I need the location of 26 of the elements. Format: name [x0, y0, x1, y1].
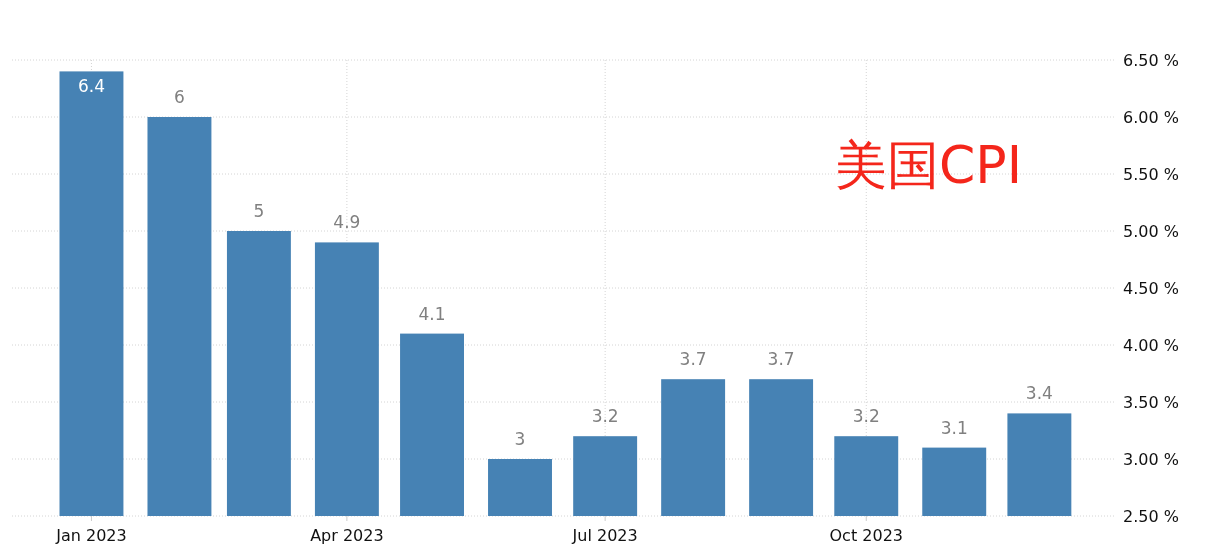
data-label: 3.1	[940, 417, 968, 438]
x-tick-label: Jul 2023	[571, 526, 638, 545]
data-label: 6.4	[77, 76, 105, 97]
y-tick-label: 6.50 %	[1123, 51, 1179, 70]
data-label: 3.2	[852, 406, 880, 427]
x-tick-label: Oct 2023	[829, 526, 903, 545]
y-tick-label: 2.50 %	[1123, 507, 1179, 526]
y-tick-label: 3.50 %	[1123, 393, 1179, 412]
y-tick-label: 3.00 %	[1123, 450, 1179, 469]
data-label: 4.1	[418, 303, 446, 324]
data-label: 6	[174, 87, 185, 107]
data-label: 3.7	[767, 349, 795, 370]
text: 美国CPI	[835, 135, 1023, 195]
y-tick-label: 4.50 %	[1123, 279, 1179, 298]
y-tick-label: 5.00 %	[1123, 222, 1179, 241]
data-label: 3.7	[679, 349, 707, 370]
data-label: 3.4	[1025, 383, 1053, 404]
y-tick-label: 4.00 %	[1123, 336, 1179, 355]
data-label: 3	[514, 429, 526, 449]
y-tick-label: 6.00 %	[1123, 108, 1179, 127]
data-label: 5	[253, 201, 265, 221]
data-label: 4.9	[333, 212, 361, 233]
data-label: 3.2	[591, 406, 619, 427]
x-tick-label: Jan 2023	[55, 526, 127, 545]
y-tick-label: 5.50 %	[1123, 165, 1179, 184]
x-tick-label: Apr 2023	[310, 526, 384, 545]
